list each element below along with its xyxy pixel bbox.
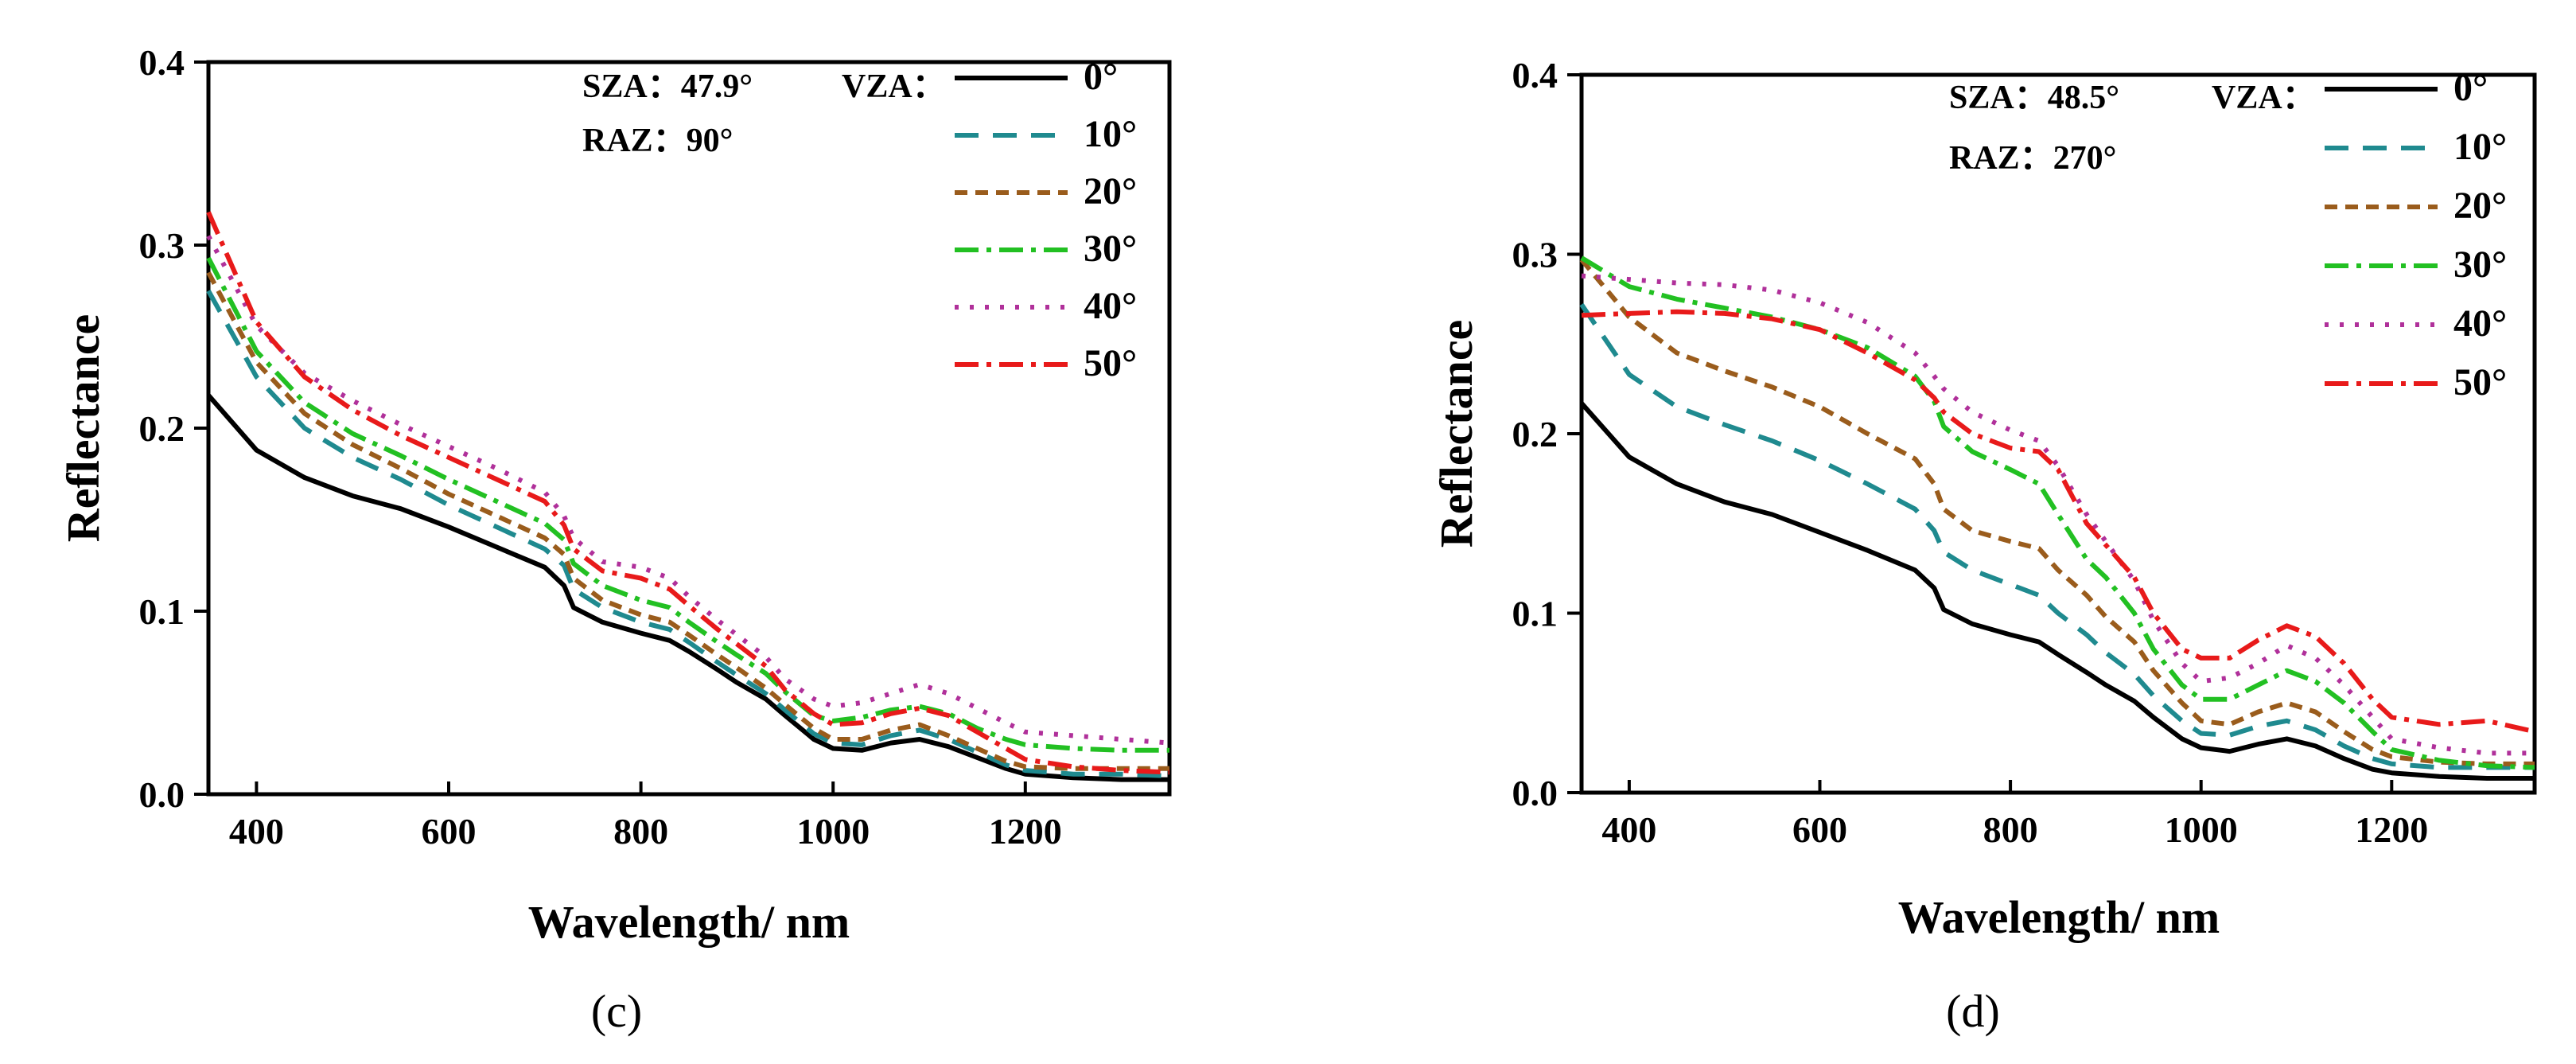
x-tick-label: 1000 bbox=[796, 811, 870, 852]
y-tick-label: 0.0 bbox=[139, 774, 185, 815]
series-line-vza-40 bbox=[206, 235, 1170, 746]
x-axis-ticks: 400 600 800 1000 1200 bbox=[1601, 780, 2428, 850]
y-tick-label: 0.2 bbox=[139, 408, 185, 449]
y-tick-label: 0.4 bbox=[139, 42, 185, 83]
raz-annotation: RAZ：90° bbox=[582, 123, 733, 159]
x-tick-label: 600 bbox=[422, 811, 477, 852]
series-line-vza-0 bbox=[206, 393, 1169, 782]
legend: 0° 10° 20° 30° 40° 50° bbox=[955, 56, 1137, 384]
series-line-vza-10 bbox=[1579, 302, 2535, 770]
series-layer bbox=[1579, 255, 2535, 781]
panel-caption: (d) bbox=[1946, 985, 2000, 1037]
x-tick-label: 400 bbox=[1601, 809, 1656, 850]
x-tick-label: 600 bbox=[1792, 809, 1847, 850]
series-line-vza-30 bbox=[206, 256, 1169, 753]
series-line-vza-50 bbox=[206, 211, 1170, 775]
y-tick-label: 0.0 bbox=[1512, 773, 1558, 813]
x-axis-title: Wavelength/ nm bbox=[528, 896, 850, 948]
series-line-vza-20 bbox=[206, 271, 1169, 771]
chart-panel-d: 400 600 800 1000 1200 0.0 0.1 0.2 0.3 0.4 Wavele… bbox=[1430, 55, 2537, 1037]
y-axis-title: Reflectance bbox=[1430, 320, 1482, 548]
chart-panel-c: 400 600 800 1000 1200 0.0 0.1 0.2 0.3 0.4 Wavele… bbox=[57, 42, 1172, 1037]
legend-label: 40° bbox=[1084, 285, 1137, 327]
y-tick-label: 0.3 bbox=[1512, 235, 1558, 275]
y-tick-label: 0.4 bbox=[1512, 55, 1558, 95]
legend-label: 30° bbox=[2453, 244, 2507, 286]
legend-label: 0° bbox=[1084, 56, 1118, 98]
series-line-vza-30 bbox=[1580, 255, 2535, 770]
sza-annotation: SZA：48.5° bbox=[1949, 80, 2119, 116]
legend-label: 20° bbox=[2453, 185, 2507, 227]
series-line-vza-50 bbox=[1581, 309, 2535, 735]
legend-label: 50° bbox=[1084, 342, 1137, 384]
series-layer bbox=[206, 211, 1170, 782]
vza-label: VZA： bbox=[842, 68, 946, 105]
y-tick-label: 0.3 bbox=[139, 225, 185, 266]
legend-label: 40° bbox=[2453, 302, 2507, 345]
y-tick-label: 0.2 bbox=[1512, 414, 1558, 454]
legend: 0° 10° 20° 30° 40° 50° bbox=[2325, 67, 2507, 403]
y-axis-ticks: 0.0 0.1 0.2 0.3 0.4 bbox=[1512, 55, 1582, 813]
legend-label: 20° bbox=[1084, 170, 1137, 212]
x-tick-label: 400 bbox=[229, 811, 284, 852]
series-line-vza-0 bbox=[1579, 401, 2535, 781]
legend-label: 10° bbox=[2453, 126, 2507, 168]
y-tick-label: 0.1 bbox=[139, 591, 185, 632]
y-tick-label: 0.1 bbox=[1512, 594, 1558, 634]
legend-label: 10° bbox=[1084, 113, 1137, 155]
legend-label: 50° bbox=[2453, 361, 2507, 403]
y-axis-title: Reflectance bbox=[57, 314, 109, 543]
panel-caption: (c) bbox=[591, 985, 642, 1037]
series-line-vza-10 bbox=[206, 290, 1170, 778]
x-axis-ticks: 400 600 800 1000 1200 bbox=[229, 781, 1062, 852]
sza-annotation: SZA：47.9° bbox=[582, 68, 753, 105]
raz-annotation: RAZ：270° bbox=[1949, 140, 2116, 177]
x-tick-label: 1200 bbox=[989, 811, 1062, 852]
x-tick-label: 800 bbox=[1983, 809, 2038, 850]
y-axis-ticks: 0.0 0.1 0.2 0.3 0.4 bbox=[139, 42, 208, 815]
vza-label: VZA： bbox=[2212, 80, 2316, 116]
legend-label: 30° bbox=[1084, 228, 1137, 270]
x-tick-label: 1200 bbox=[2355, 809, 2428, 850]
series-line-vza-40 bbox=[1581, 273, 2535, 756]
series-line-vza-20 bbox=[1579, 258, 2535, 766]
legend-label: 0° bbox=[2453, 67, 2488, 109]
plot-area bbox=[1579, 72, 2537, 795]
x-tick-label: 800 bbox=[613, 811, 668, 852]
x-tick-label: 1000 bbox=[2165, 809, 2238, 850]
x-axis-title: Wavelength/ nm bbox=[1898, 891, 2220, 943]
plot-area bbox=[206, 60, 1172, 797]
